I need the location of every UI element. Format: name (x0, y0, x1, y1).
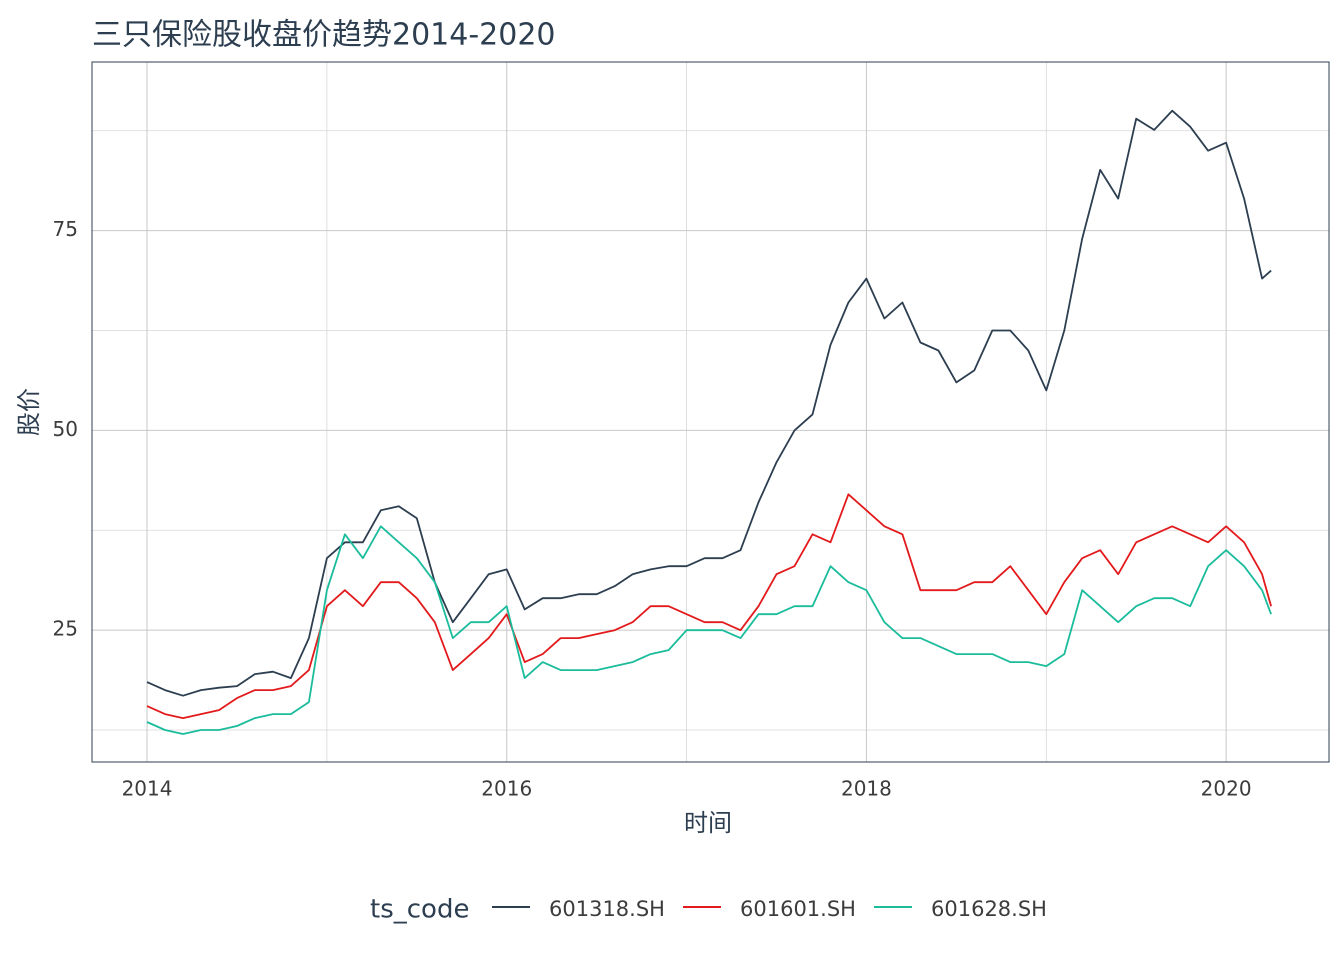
legend-label: 601318.SH (549, 897, 665, 921)
series-line (146, 525, 1272, 735)
y-tick-label: 25 (53, 617, 78, 641)
x-tick-label: 2014 (122, 777, 173, 801)
legend-label: 601628.SH (931, 897, 1047, 921)
x-tick-label: 2018 (841, 777, 892, 801)
series-line (146, 493, 1272, 719)
y-axis-label: 股价 (15, 388, 43, 436)
legend-title: ts_code (370, 895, 469, 925)
chart-title: 三只保险股收盘价趋势2014-2020 (92, 18, 556, 53)
y-tick-label: 50 (53, 417, 78, 441)
plot-border (91, 61, 1330, 763)
x-tick-label: 2016 (481, 777, 532, 801)
x-tick-label: 2020 (1201, 777, 1252, 801)
x-axis-label: 时间 (684, 809, 732, 837)
legend-label: 601601.SH (740, 897, 856, 921)
series-line (146, 109, 1272, 697)
y-tick-label: 75 (53, 217, 78, 241)
